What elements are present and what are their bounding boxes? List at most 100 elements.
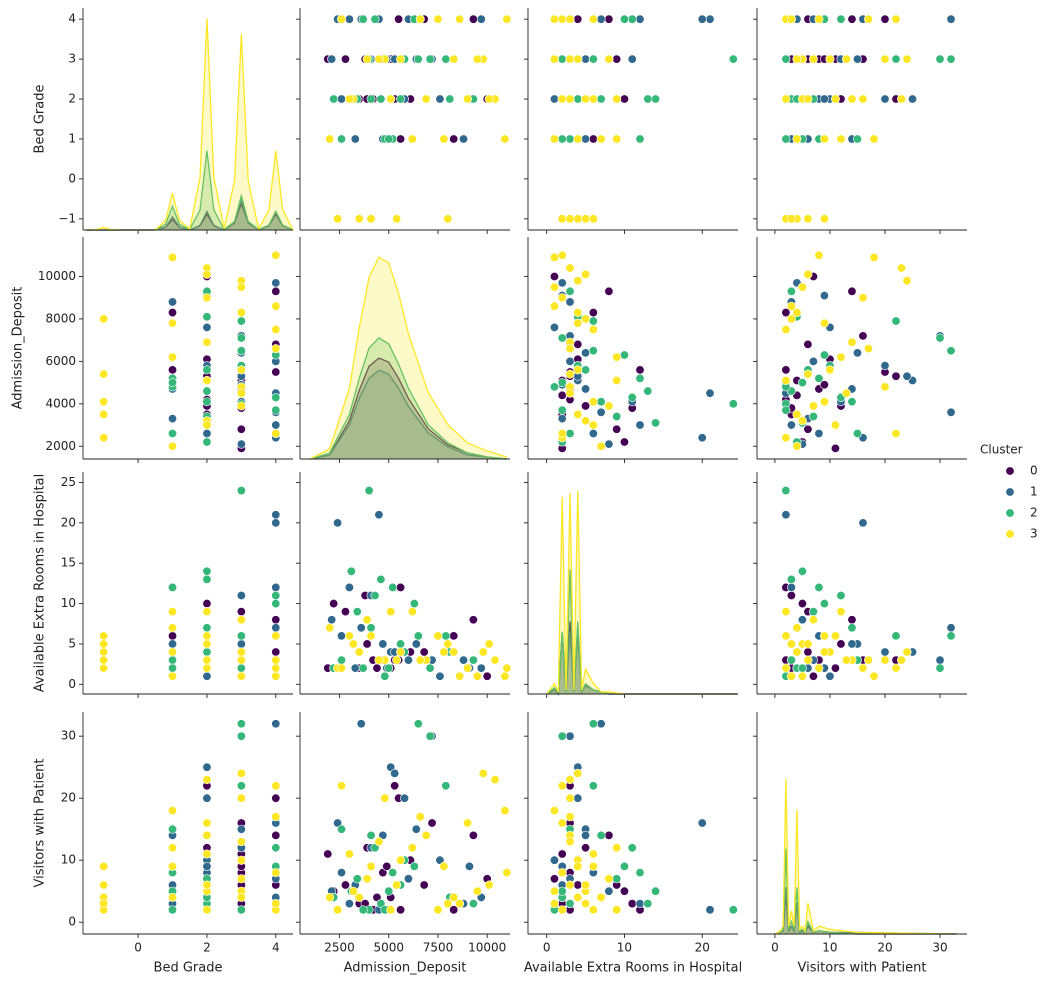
point (362, 639, 372, 649)
kde-area (310, 358, 507, 459)
point (271, 781, 281, 791)
point (419, 880, 429, 890)
point (366, 861, 376, 871)
point (565, 388, 575, 398)
point (366, 830, 376, 840)
y-tick-label: 30 (61, 729, 76, 743)
x-axis-label: Available Extra Rooms in Hospital (524, 961, 742, 976)
point (935, 663, 945, 673)
point (354, 214, 364, 224)
point (565, 297, 575, 307)
point (946, 407, 956, 417)
panel (296, 237, 510, 463)
point (409, 599, 419, 609)
point (388, 582, 398, 592)
legend-label: 0 (1030, 464, 1038, 478)
point (271, 599, 281, 609)
point (651, 418, 661, 428)
point (366, 623, 376, 633)
point (581, 54, 591, 64)
point (902, 371, 912, 381)
point (808, 356, 818, 366)
point (808, 671, 818, 681)
point (781, 486, 791, 496)
point (327, 615, 337, 625)
point (236, 615, 246, 625)
point (202, 639, 212, 649)
point (891, 631, 901, 641)
point (604, 886, 614, 896)
point (346, 566, 356, 576)
point (819, 397, 829, 407)
point (99, 409, 109, 419)
point (202, 793, 212, 803)
point (549, 134, 559, 144)
point (99, 663, 109, 673)
point (830, 94, 840, 104)
point (271, 830, 281, 840)
point (386, 94, 396, 104)
point (565, 286, 575, 296)
point (781, 375, 791, 385)
point (271, 663, 281, 673)
point (348, 886, 358, 896)
point (202, 574, 212, 584)
point (415, 812, 425, 822)
point (407, 134, 417, 144)
point (573, 308, 583, 318)
point (202, 365, 212, 375)
point (271, 812, 281, 822)
point (549, 282, 559, 292)
point (337, 781, 347, 791)
point (573, 54, 583, 64)
point (236, 837, 246, 847)
point (557, 390, 567, 400)
point (565, 837, 575, 847)
point (557, 781, 567, 791)
point (781, 607, 791, 617)
kde-area (86, 203, 293, 230)
point (588, 214, 598, 224)
point (372, 663, 382, 673)
y-tick-label: 20 (61, 515, 76, 529)
point (358, 663, 368, 673)
point (781, 433, 791, 443)
point (573, 339, 583, 349)
point (344, 631, 354, 641)
point (236, 793, 246, 803)
point (792, 54, 802, 64)
point (472, 671, 482, 681)
point (819, 94, 829, 104)
panel: 2500 5000 7500 10000 (296, 712, 512, 955)
point (370, 591, 380, 601)
point (797, 416, 807, 426)
point (396, 905, 406, 915)
point (271, 278, 281, 288)
point (168, 429, 178, 439)
point (565, 344, 575, 354)
y-tick-label: 15 (61, 556, 76, 570)
point (415, 655, 425, 665)
point (896, 655, 906, 665)
point (596, 407, 606, 417)
y-axis-label: Bed Grade (33, 85, 48, 154)
point (557, 405, 567, 415)
point (557, 378, 567, 388)
point (847, 623, 857, 633)
point (168, 892, 178, 902)
point (814, 663, 824, 673)
point (557, 14, 567, 24)
point (841, 54, 851, 64)
point (852, 429, 862, 439)
point (236, 346, 246, 356)
point (808, 54, 818, 64)
point (557, 250, 567, 260)
point (573, 861, 583, 871)
point (596, 830, 606, 840)
point (581, 94, 591, 104)
point (786, 574, 796, 584)
kde-line (86, 150, 294, 231)
point (271, 719, 281, 729)
point (830, 663, 840, 673)
y-tick-label: 4000 (45, 396, 76, 410)
